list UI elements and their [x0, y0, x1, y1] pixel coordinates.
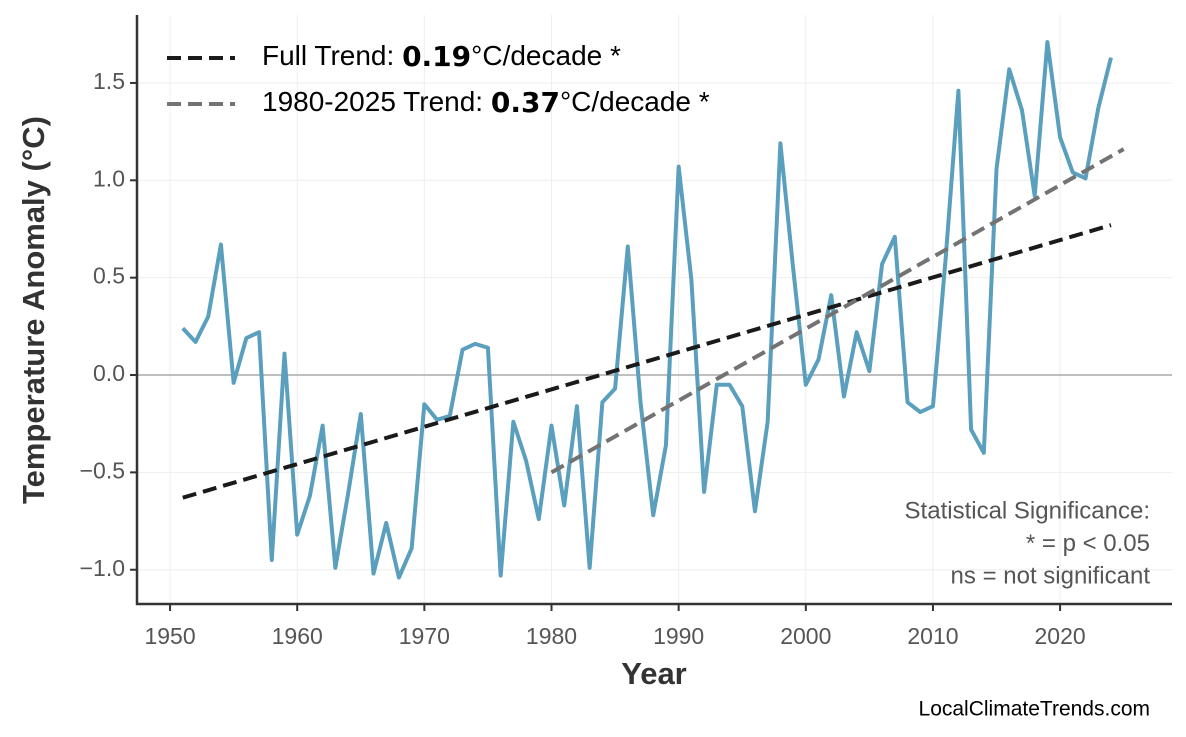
legend-slope: 0.19	[402, 40, 471, 73]
annotation: ns = not significant	[951, 562, 1151, 589]
legend-slope: 0.37	[491, 86, 560, 119]
annotation: * = p < 0.05	[1026, 530, 1150, 557]
x-tick-label: 1970	[399, 623, 450, 649]
y-tick-label: 0.0	[93, 360, 125, 386]
legend-name: 1980-2025 Trend:	[262, 86, 491, 117]
legend-label: 1980-2025 Trend: 0.37°C/decade *	[262, 86, 710, 119]
legend-unit: °C/decade *	[471, 40, 621, 71]
x-tick-label: 2010	[907, 623, 958, 649]
x-tick-label: 2020	[1035, 623, 1086, 649]
y-tick-label: −1.0	[80, 555, 125, 581]
y-axis-title: Temperature Anomaly (°C)	[16, 116, 51, 504]
x-tick-label: 2000	[780, 623, 831, 649]
trend-line	[182, 223, 1112, 500]
x-tick-label: 1980	[526, 623, 577, 649]
x-tick-label: 1960	[272, 623, 323, 649]
y-tick-label: −0.5	[80, 457, 125, 483]
y-tick-label: 1.5	[93, 68, 125, 94]
x-tick-label: 1990	[653, 623, 704, 649]
y-tick-label: 1.0	[93, 165, 125, 191]
legend-name: Full Trend:	[262, 40, 402, 71]
legend-unit: °C/decade *	[560, 86, 710, 117]
y-tick-label: 0.5	[93, 263, 125, 289]
annotation: Statistical Significance:	[905, 497, 1150, 524]
source: LocalClimateTrends.com	[919, 698, 1150, 721]
x-axis-title: Year	[621, 656, 687, 691]
x-tick-label: 1950	[144, 623, 195, 649]
trend-line	[550, 147, 1125, 475]
data-line	[181, 40, 1113, 580]
legend-label: Full Trend: 0.19°C/decade *	[262, 40, 621, 73]
